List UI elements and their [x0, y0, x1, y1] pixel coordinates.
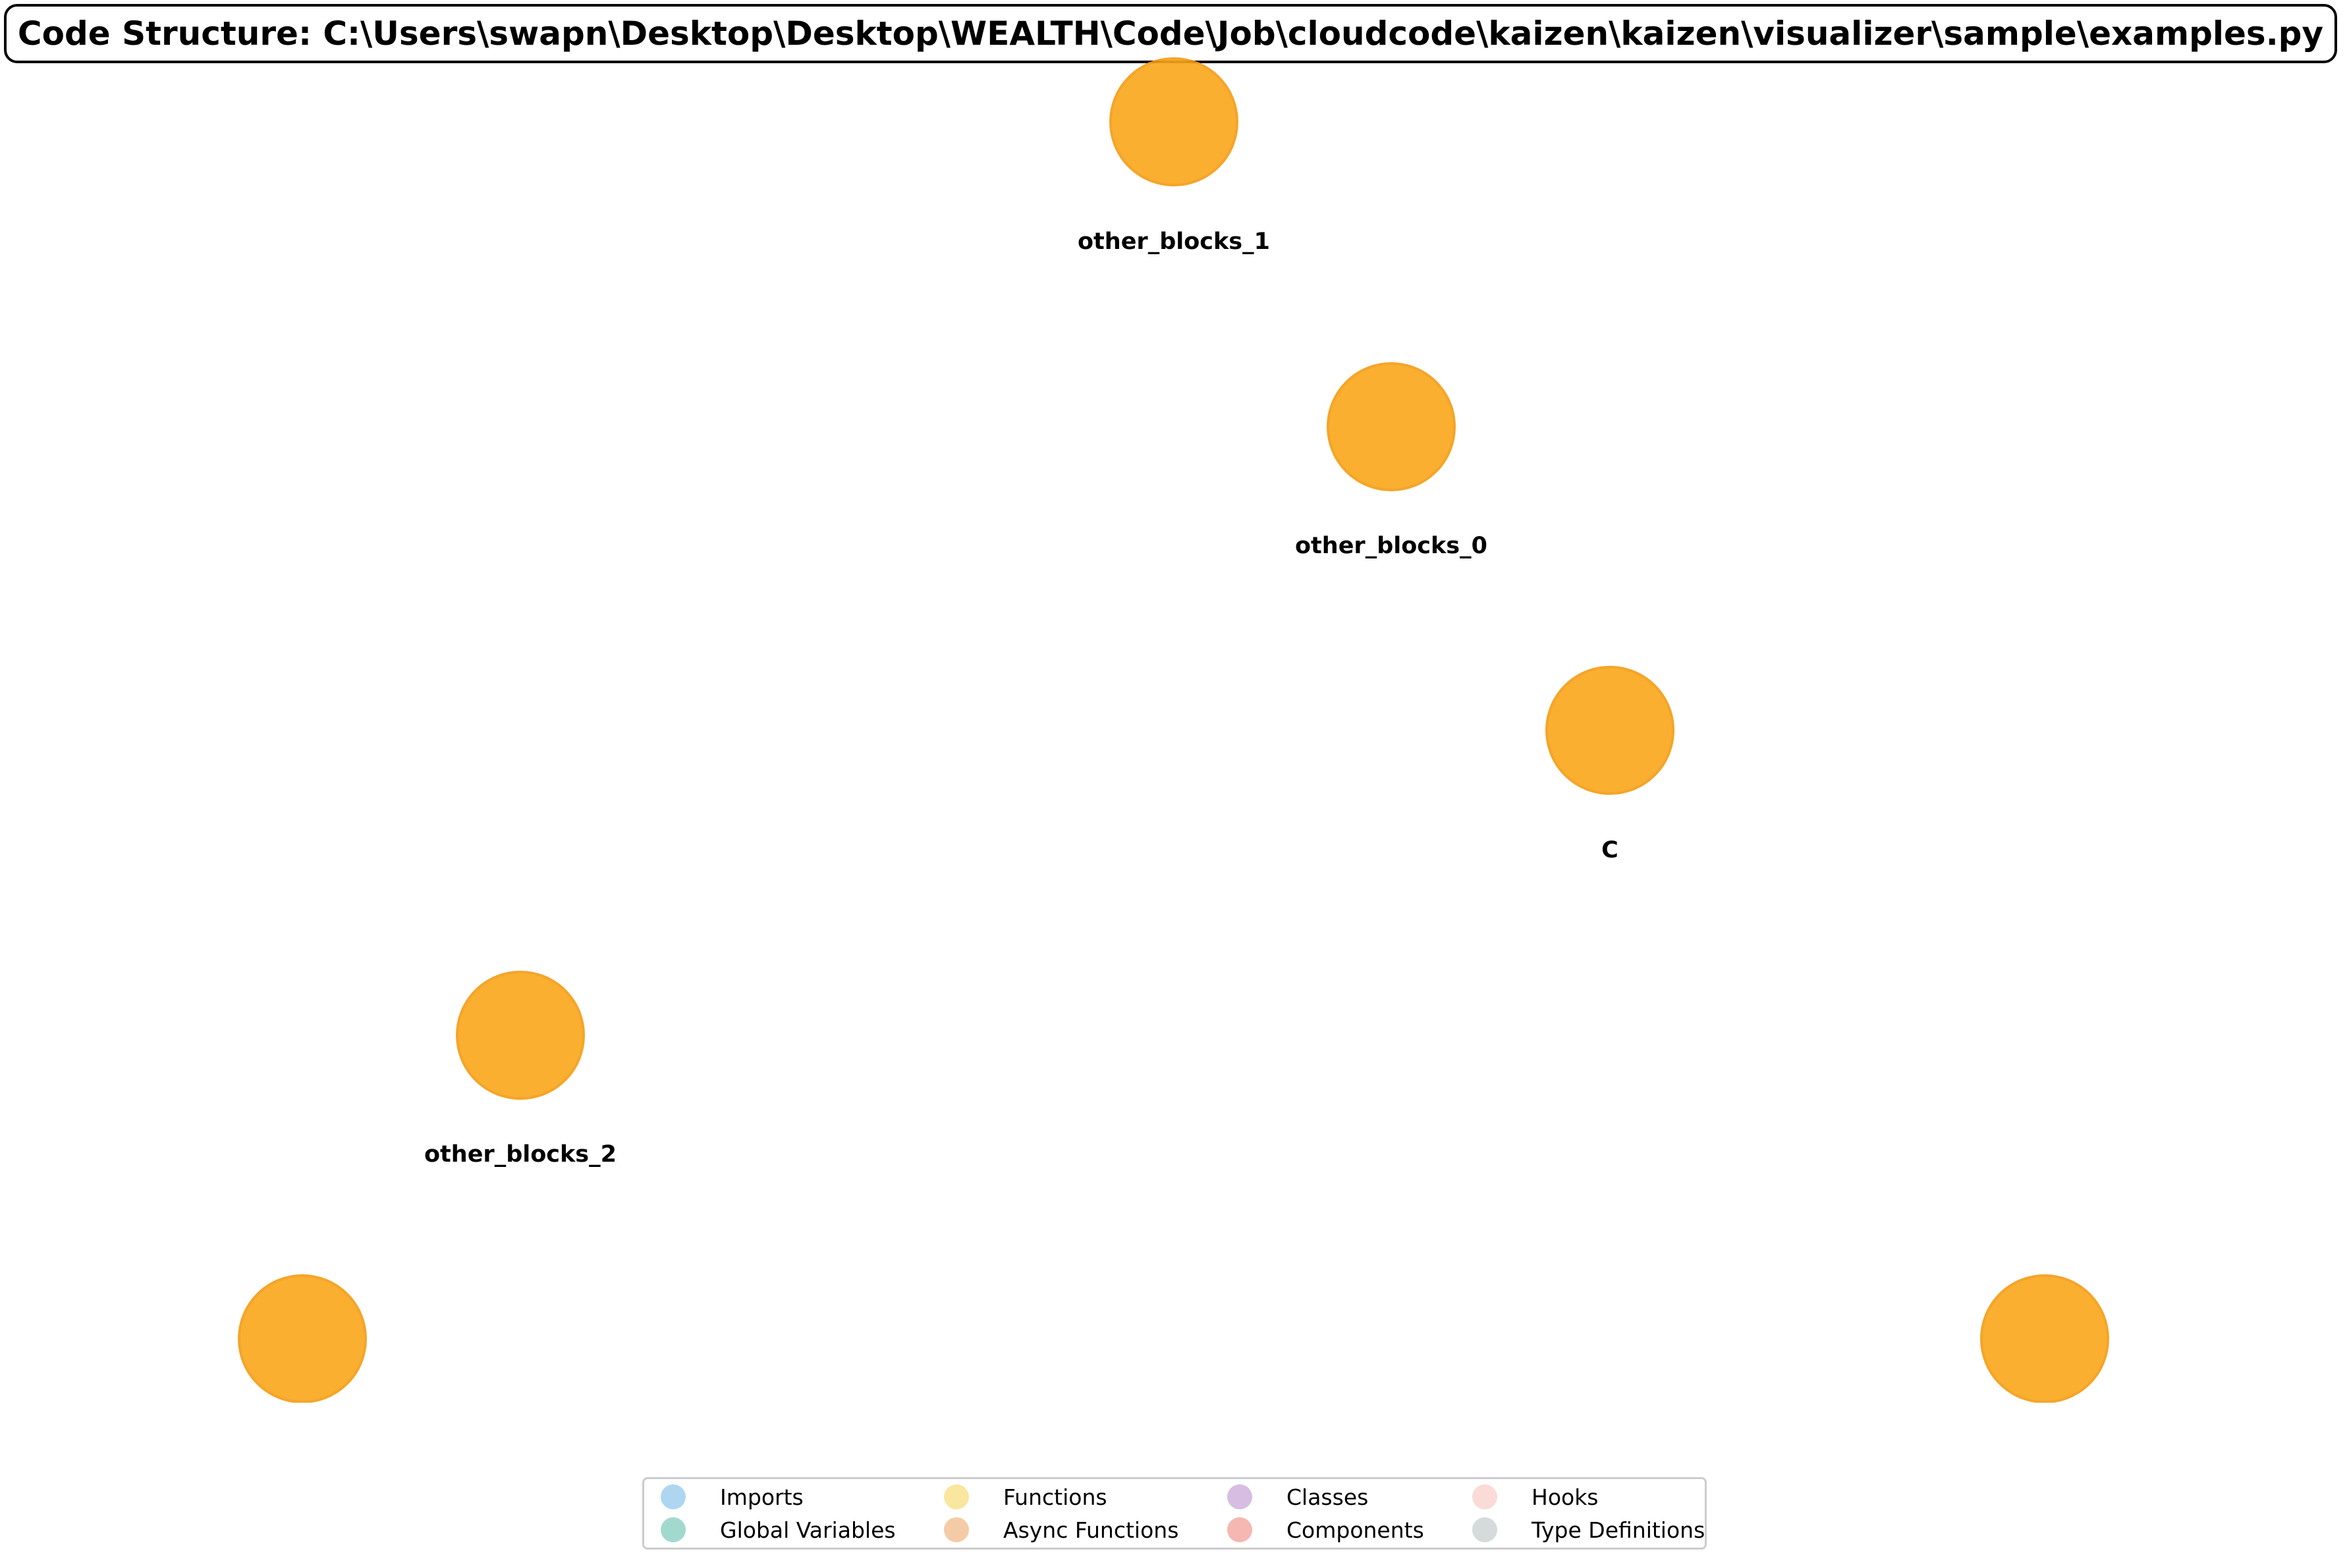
- legend-marker-icon: [661, 1484, 686, 1509]
- node-c[interactable]: [1545, 666, 1674, 795]
- legend-marker-icon: [944, 1484, 969, 1509]
- legend-marker-icon: [1472, 1484, 1497, 1509]
- node-label: other_blocks_0: [1295, 533, 1487, 559]
- node-label: other_blocks_2: [424, 1141, 617, 1168]
- legend-item-global-variables: Global Variables: [661, 1513, 896, 1546]
- node-other-blocks-1[interactable]: [1109, 57, 1238, 186]
- legend-item-hooks: Hooks: [1472, 1480, 1599, 1513]
- node-bottom-left[interactable]: [238, 1274, 367, 1403]
- legend-marker-icon: [944, 1517, 969, 1542]
- legend-marker-icon: [1472, 1517, 1497, 1542]
- node-label: C: [1601, 837, 1618, 863]
- node-bottom-right[interactable]: [1980, 1274, 2109, 1403]
- legend-item-type-definitions: Type Definitions: [1472, 1513, 1705, 1546]
- legend-marker-icon: [1227, 1484, 1252, 1509]
- node-other-blocks-2[interactable]: [456, 971, 585, 1100]
- legend-item-components: Components: [1227, 1513, 1424, 1546]
- diagram-title: Code Structure: C:\Users\swapn\Desktop\D…: [17, 14, 2324, 53]
- legend-item-async-functions: Async Functions: [944, 1513, 1178, 1546]
- node-other-blocks-0[interactable]: [1327, 362, 1456, 491]
- legend-label: Hooks: [1532, 1484, 1599, 1510]
- legend-label: Components: [1286, 1517, 1424, 1543]
- legend-label: Imports: [720, 1484, 804, 1510]
- legend-marker-icon: [1227, 1517, 1252, 1542]
- legend-label: Global Variables: [720, 1517, 896, 1543]
- diagram-title-box: Code Structure: C:\Users\swapn\Desktop\D…: [4, 4, 2337, 63]
- legend-item-imports: Imports: [661, 1480, 804, 1513]
- legend-label: Classes: [1286, 1484, 1369, 1510]
- legend: Imports Global Variables Functions Async…: [642, 1477, 1707, 1550]
- legend-item-classes: Classes: [1227, 1480, 1368, 1513]
- legend-label: Type Definitions: [1532, 1517, 1705, 1543]
- legend-item-functions: Functions: [944, 1480, 1107, 1513]
- legend-label: Functions: [1003, 1484, 1107, 1510]
- legend-marker-icon: [661, 1517, 686, 1542]
- graph-canvas: other_blocks_1 other_blocks_0 C other_bl…: [238, 57, 2109, 1403]
- node-label: other_blocks_1: [1078, 229, 1270, 255]
- legend-label: Async Functions: [1003, 1517, 1179, 1543]
